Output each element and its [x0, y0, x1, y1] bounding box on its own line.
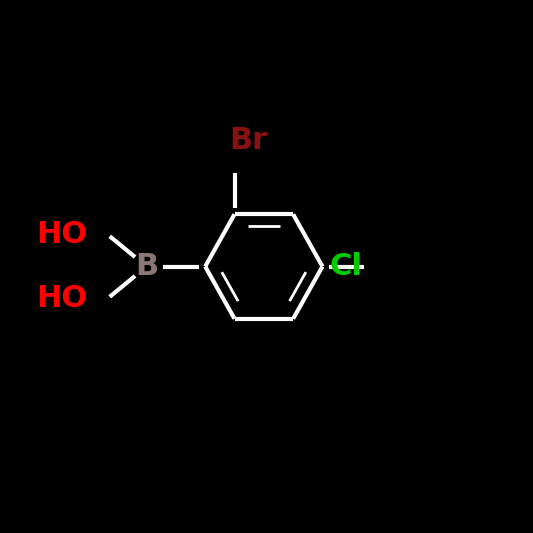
Text: B: B — [135, 252, 158, 281]
Text: Cl: Cl — [329, 252, 362, 281]
Text: HO: HO — [37, 220, 88, 249]
Text: HO: HO — [37, 284, 88, 313]
Text: Br: Br — [229, 126, 268, 155]
